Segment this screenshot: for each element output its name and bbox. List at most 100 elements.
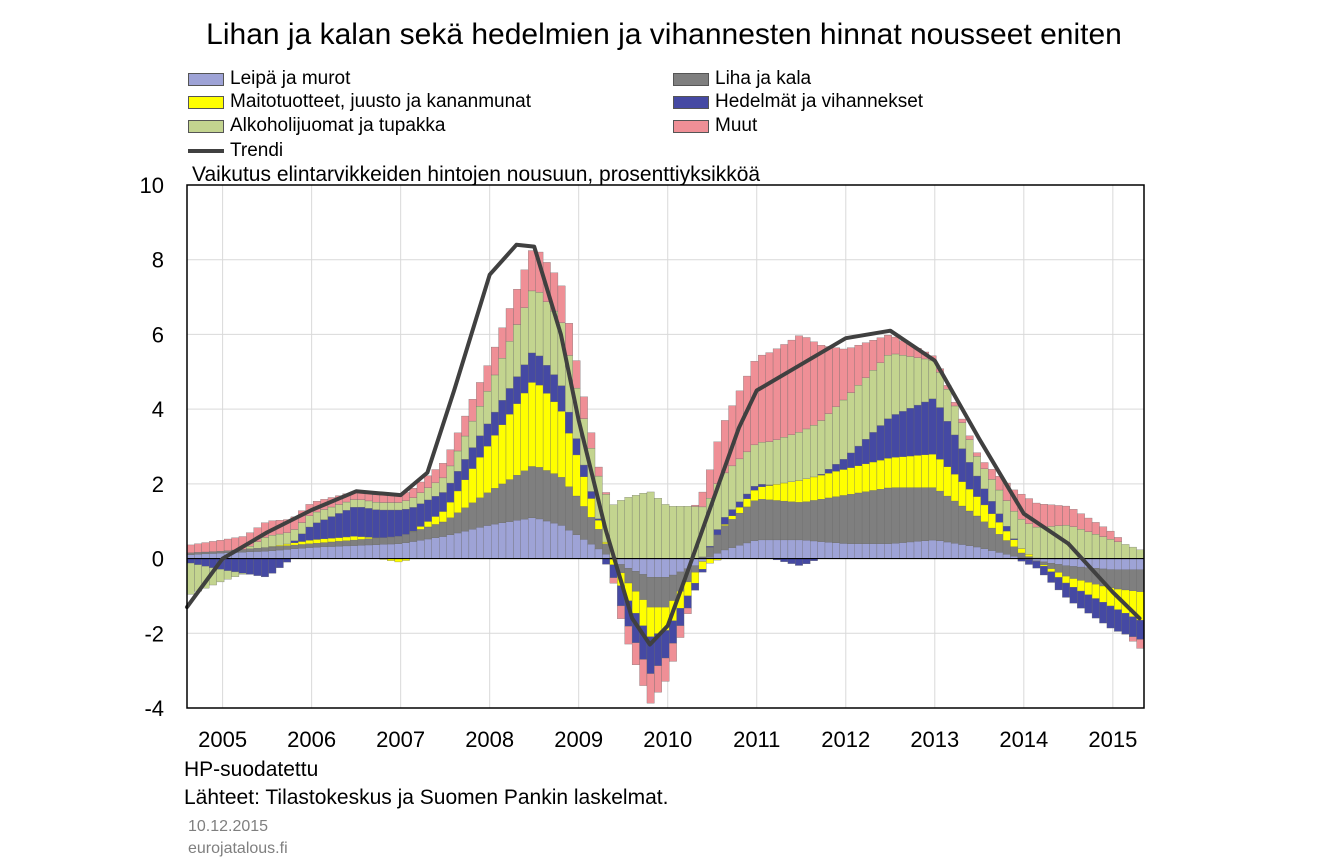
bar-segment (624, 497, 633, 559)
bar-segment (528, 290, 536, 354)
bar-segment (899, 355, 907, 412)
bar-segment (424, 538, 432, 559)
bar-segment (483, 365, 492, 392)
bar-segment (535, 384, 544, 468)
bar-segment (891, 543, 900, 559)
bar-segment (1129, 616, 1137, 637)
bar-segment (698, 561, 707, 570)
bar-segment (995, 489, 1004, 514)
bar-segment (795, 432, 803, 481)
bar-segment (787, 481, 796, 502)
bar-segment (468, 529, 477, 559)
bar-segment (431, 496, 440, 517)
bar-segment (765, 499, 774, 541)
bar-segment (201, 551, 210, 555)
x-tick-label: 2015 (1088, 727, 1137, 752)
bar-segment (676, 558, 685, 573)
bar-segment (795, 558, 803, 566)
legend-item-liha: Liha ja kala (673, 68, 811, 90)
bar-segment (505, 521, 514, 559)
bar-segment (854, 543, 863, 559)
footer-site: eurojatalous.fi (188, 840, 288, 857)
bar-segment (854, 385, 863, 447)
bar-segment (542, 301, 551, 366)
bar-segment (498, 327, 507, 359)
bar-segment (676, 608, 685, 626)
legend-swatch-muut (673, 119, 709, 133)
bar-segment (810, 476, 818, 501)
bar-segment (320, 509, 329, 520)
bar-segment (958, 448, 967, 482)
bar-segment (498, 358, 507, 401)
x-tick-label: 2008 (465, 727, 514, 752)
chart-title: Lihan ja kalan sekä hedelmien ja vihanne… (206, 18, 1122, 51)
bar-segment (950, 473, 959, 502)
bar-segment (528, 517, 536, 559)
bar-segment (884, 355, 892, 419)
bar-segment (483, 391, 492, 425)
bar-segment (906, 408, 915, 457)
y-tick-label: 6 (152, 322, 164, 347)
bar-segment (965, 510, 974, 546)
bar-segment (357, 545, 366, 559)
bar-segment (950, 543, 959, 559)
bar-segment (646, 491, 655, 559)
bar-segment (936, 490, 944, 541)
bar-segment (283, 549, 292, 559)
bar-segment (431, 524, 440, 538)
bar-segment (409, 507, 418, 532)
bar-segment (602, 492, 611, 495)
bar-segment (683, 607, 692, 614)
chart-subtitle: Vaikutus elintarvikkeiden hintojen nousu… (192, 163, 761, 186)
bar-segment (557, 525, 566, 559)
bar-segment (446, 449, 455, 467)
bar-segment (416, 529, 425, 541)
bar-segment (320, 538, 329, 543)
bar-segment (958, 505, 967, 545)
bar-segment (320, 546, 329, 559)
bar-segment (780, 482, 789, 502)
bar-segment (461, 530, 470, 559)
bar-segment (928, 454, 937, 488)
y-tick-label: 2 (152, 472, 164, 497)
bar-segment (594, 548, 603, 559)
bar-segment (928, 398, 937, 455)
bar-segment (335, 504, 343, 514)
bar-segment (439, 521, 447, 537)
bar-segment (186, 544, 195, 553)
bar-segment (1054, 577, 1063, 591)
bar-segment (528, 382, 536, 467)
bar-segment (587, 432, 596, 449)
bar-segment (906, 487, 915, 543)
bar-segment (884, 335, 892, 356)
bar-segment (468, 420, 477, 448)
bar-segment (958, 481, 967, 507)
bar-segment (209, 541, 217, 552)
legend-item-trendi: Trendi (188, 140, 283, 162)
bar-segment (824, 413, 833, 470)
bar-segment (602, 553, 611, 559)
bar-segment (743, 506, 751, 544)
bar-segment (698, 491, 707, 508)
bar-segment (913, 541, 922, 559)
bar-segment (876, 459, 885, 490)
bar-segment (491, 411, 499, 436)
bar-segment (424, 499, 432, 522)
bar-segment (936, 459, 944, 492)
bar-segment (350, 545, 358, 559)
bar-segment (520, 307, 529, 365)
bar-segment (876, 543, 885, 559)
bar-segment (513, 475, 521, 521)
bar-segment (988, 527, 996, 551)
legend-label-muut: Muut (715, 115, 758, 136)
y-tick-label: 8 (152, 248, 164, 273)
bar-segment (876, 425, 885, 461)
bar-segment (542, 365, 551, 394)
bar-segment (453, 450, 462, 472)
bar-segment (557, 385, 566, 412)
bar-segment (884, 487, 892, 544)
bar-segment (261, 551, 269, 559)
bar-segment (305, 540, 314, 544)
bar-segment (1054, 525, 1063, 559)
bar-segment (847, 543, 855, 559)
